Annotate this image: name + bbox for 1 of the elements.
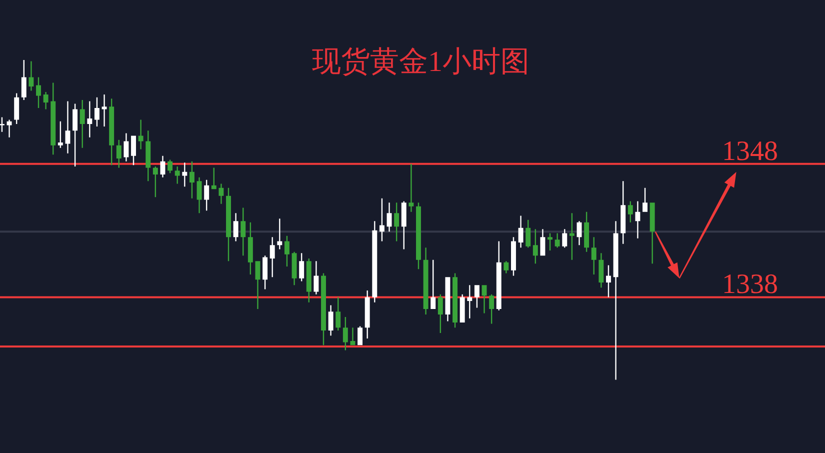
title: 现货黄金1小时图 [312, 46, 530, 78]
